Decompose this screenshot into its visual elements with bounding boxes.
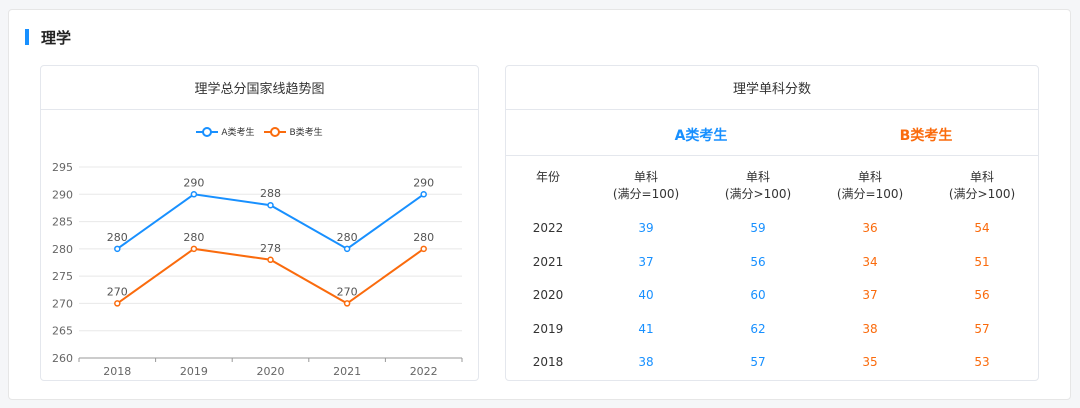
trend-chart-card: 理学总分国家线趋势图 A类考生 B类考生 260 265 270 275 280 285 2… [40,65,479,381]
cell-a2: 57 [750,355,766,369]
cell-b1: 34 [862,254,878,269]
y-tick-label: 270 [52,297,73,310]
y-tick-label: 280 [52,243,73,256]
data-label: 280 [337,231,358,244]
header-line2: (满分>100) [724,187,792,201]
y-tick-label: 285 [52,216,73,229]
group-b-label: B类考生 [899,128,953,144]
cell-year: 2018 [532,355,564,369]
cell-a1: 39 [638,221,654,235]
data-point [267,256,274,264]
cell-b1: 37 [862,288,878,302]
cell-year: 2019 [532,321,564,336]
x-tick-label: 2018 [103,365,131,378]
cell-a2: 60 [750,288,766,302]
cell-a2: 62 [750,321,766,336]
header-b-single-100: 单科 (满分=100) [820,169,920,203]
legend-item-b[interactable]: B类考生 [264,125,323,138]
subject-score-card: 理学单科分数 A类考生 B类考生 年份 单科 (满分=100) 单科 (满分>1… [505,65,1039,381]
x-tick-label: 2022 [410,365,438,378]
group-a-label: A类考生 [674,128,728,144]
cell-b2: 53 [974,355,990,369]
data-label: 280 [107,231,128,244]
cell-year: 2021 [532,254,564,269]
y-tick-label: 275 [52,270,73,283]
header-a-single-over100: 单科 (满分>100) [708,169,808,203]
header-b-single-over100: 单科 (满分>100) [932,169,1032,203]
header-line2: (满分>100) [948,187,1016,201]
data-label: 278 [260,242,281,255]
cell-a2: 59 [750,221,766,235]
header-a-single-100: 单科 (满分=100) [596,169,696,203]
y-tick-label: 295 [52,161,73,174]
data-point [190,191,198,198]
legend-line-icon-b [264,126,287,137]
data-label: 270 [337,285,358,298]
table-row: 2020 40 60 37 56 [506,280,1038,314]
data-label: 280 [413,231,434,244]
section-title: 理学 [41,28,72,47]
score-table: 年份 单科 (满分=100) 单科 (满分>100) 单科 (满分=100) 单… [506,157,1038,381]
cell-a2: 56 [750,254,766,269]
section-header: 理学 [25,28,72,47]
data-point [190,245,198,253]
group-header-row: A类考生 B类考生 [506,110,1038,156]
header-line1: 单科 [745,170,770,184]
data-point [420,245,427,253]
table-row: 2019 41 62 38 57 [506,314,1038,348]
x-tick-label: 2021 [333,365,361,378]
data-label: 288 [260,187,281,200]
section-accent-bar [25,29,29,45]
header-line1: 单科 [857,170,882,184]
y-tick-label: 290 [52,188,73,201]
header-line2: (满分=100) [612,187,680,201]
cell-year: 2022 [532,221,564,235]
line-chart: 260 265 270 275 280 285 290 295 2018 2019 2020 2021… [52,161,463,378]
y-tick-label: 260 [52,352,73,365]
data-point [420,191,427,198]
legend-item-a[interactable]: A类考生 [196,125,254,138]
data-point [114,245,121,253]
data-point [267,201,274,209]
table-card-title: 理学单科分数 [506,66,1038,110]
cell-b1: 35 [862,355,878,369]
header-line1: 单科 [969,170,994,184]
cell-year: 2020 [532,288,564,302]
cell-b1: 38 [862,321,878,336]
data-label: 280 [183,231,204,244]
data-label: 290 [183,176,204,189]
cell-b2: 56 [974,288,990,302]
legend-label-b: B类考生 [289,128,323,138]
data-point [343,245,351,253]
header-line1: 单科 [633,170,658,184]
table-row: 2022 39 59 36 54 [506,213,1038,247]
cell-a1: 37 [638,254,654,269]
legend-line-icon-a [196,126,219,137]
data-label: 270 [107,285,128,298]
table-row: 2018 38 57 35 53 [506,347,1038,381]
header-year: 年份 [535,170,560,184]
cell-b2: 57 [974,321,990,336]
legend-label-a: A类考生 [221,128,255,138]
data-label: 290 [413,176,434,189]
table-row: 2021 37 56 34 51 [506,247,1038,281]
cell-a1: 38 [638,355,654,369]
data-point [343,300,351,307]
cell-b2: 54 [974,221,990,235]
x-tick-label: 2019 [180,365,208,378]
chart-card-title: 理学总分国家线趋势图 [41,66,478,110]
cell-b2: 51 [974,254,990,269]
table-header-row: 年份 单科 (满分=100) 单科 (满分>100) 单科 (满分=100) 单… [506,157,1038,213]
cell-b1: 36 [862,221,878,235]
y-tick-label: 265 [52,325,73,338]
header-line2: (满分=100) [836,187,904,201]
cell-a1: 41 [638,321,654,336]
discipline-panel: 理学 理学总分国家线趋势图 A类考生 B类考生 260 265 270 275 280 2… [8,9,1071,400]
chart-legend: A类考生 B类考生 [41,125,478,138]
cell-a1: 40 [638,288,654,302]
data-point [114,300,121,307]
x-tick-label: 2020 [257,365,285,378]
